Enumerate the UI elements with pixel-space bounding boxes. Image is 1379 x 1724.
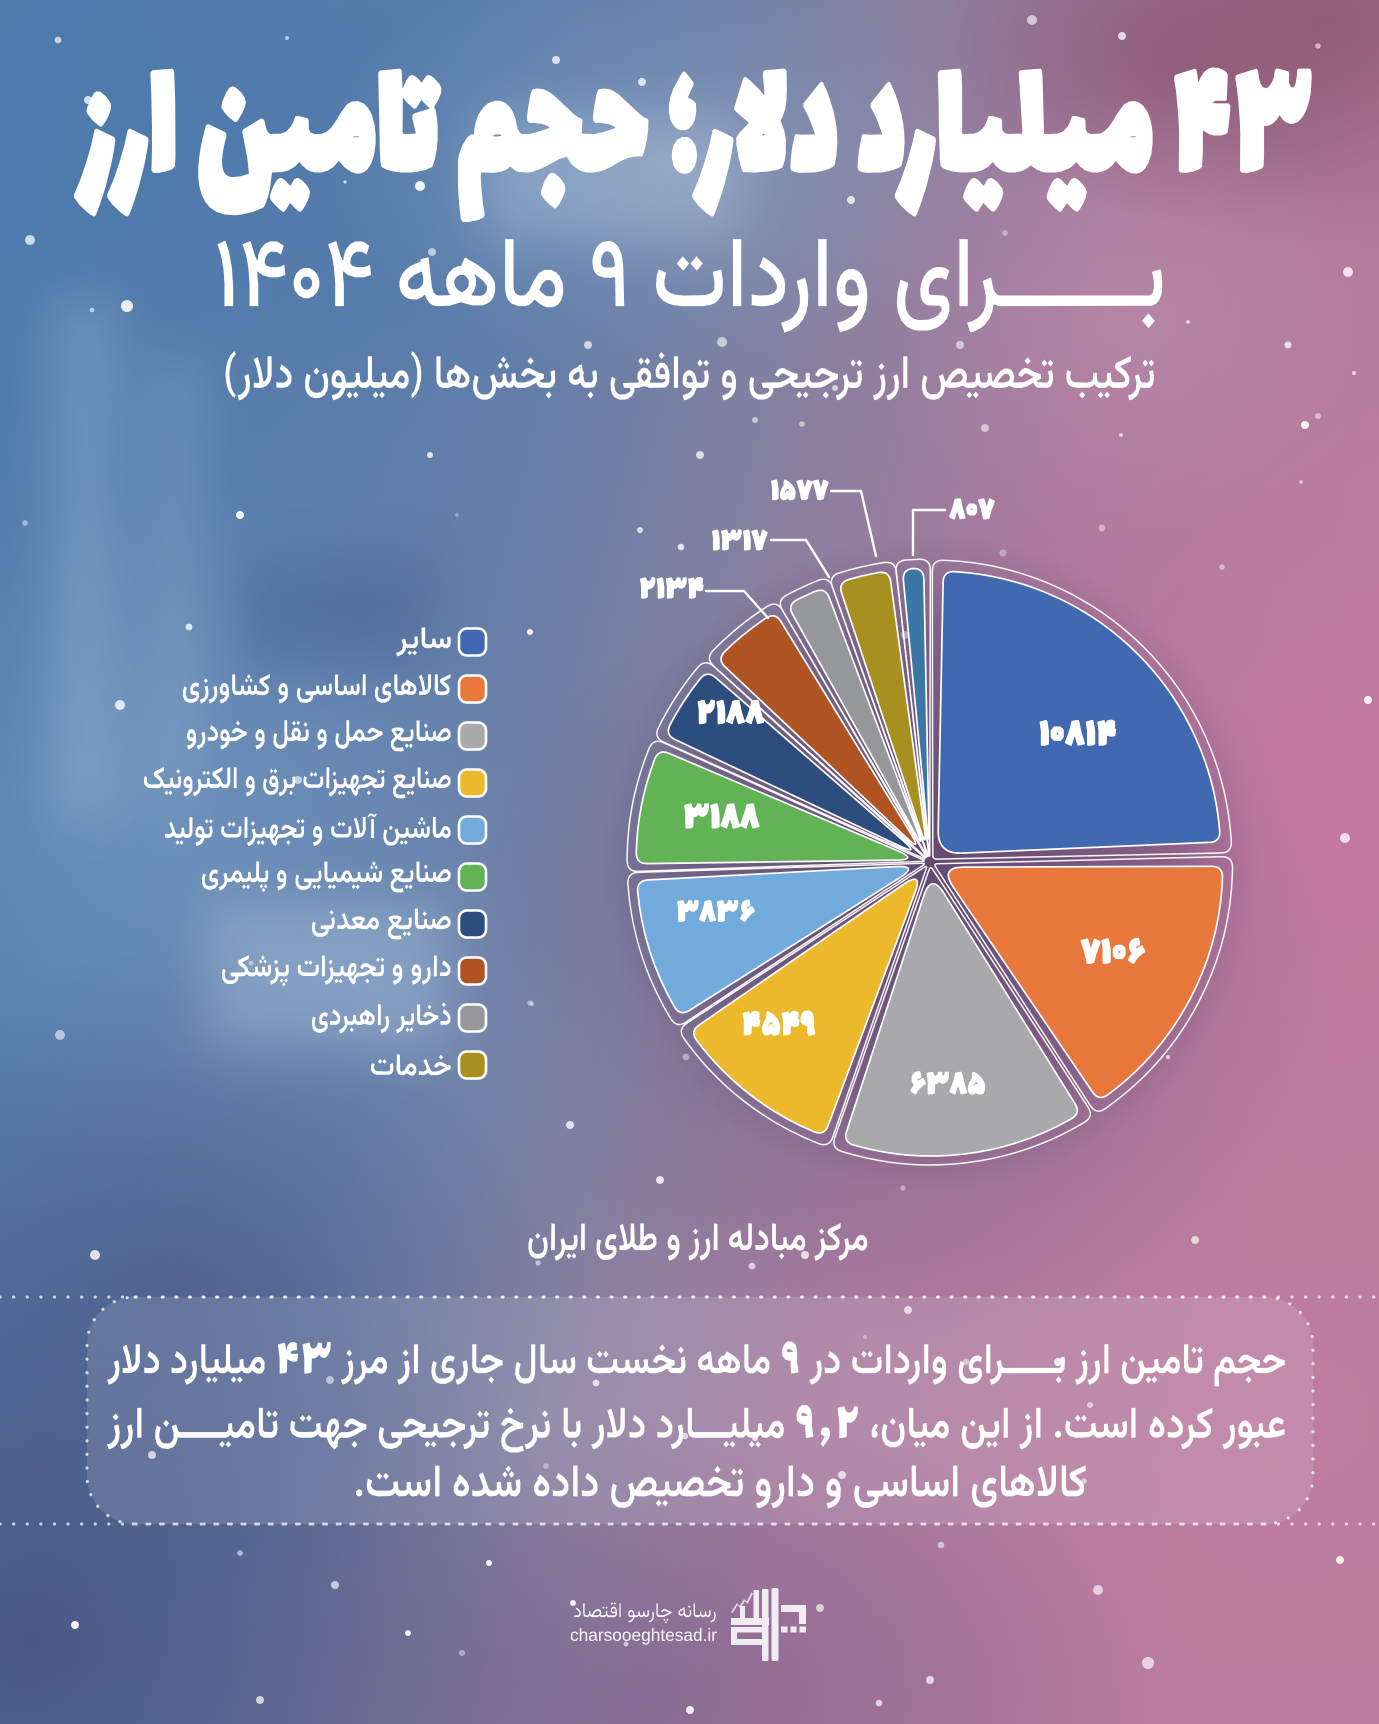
svg-text:charsooeghtesad.ir: charsooeghtesad.ir <box>570 1625 717 1645</box>
